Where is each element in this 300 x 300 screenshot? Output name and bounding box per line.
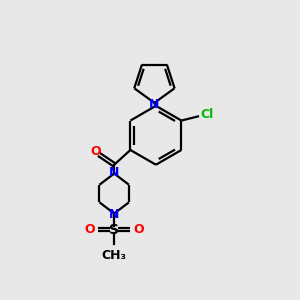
Text: Cl: Cl <box>200 108 214 121</box>
Text: N: N <box>109 167 119 179</box>
Text: O: O <box>84 223 95 236</box>
Text: N: N <box>109 208 119 220</box>
Text: N: N <box>149 98 160 111</box>
Text: S: S <box>109 223 119 237</box>
Text: O: O <box>91 145 101 158</box>
Text: CH₃: CH₃ <box>102 249 127 262</box>
Text: O: O <box>133 223 144 236</box>
